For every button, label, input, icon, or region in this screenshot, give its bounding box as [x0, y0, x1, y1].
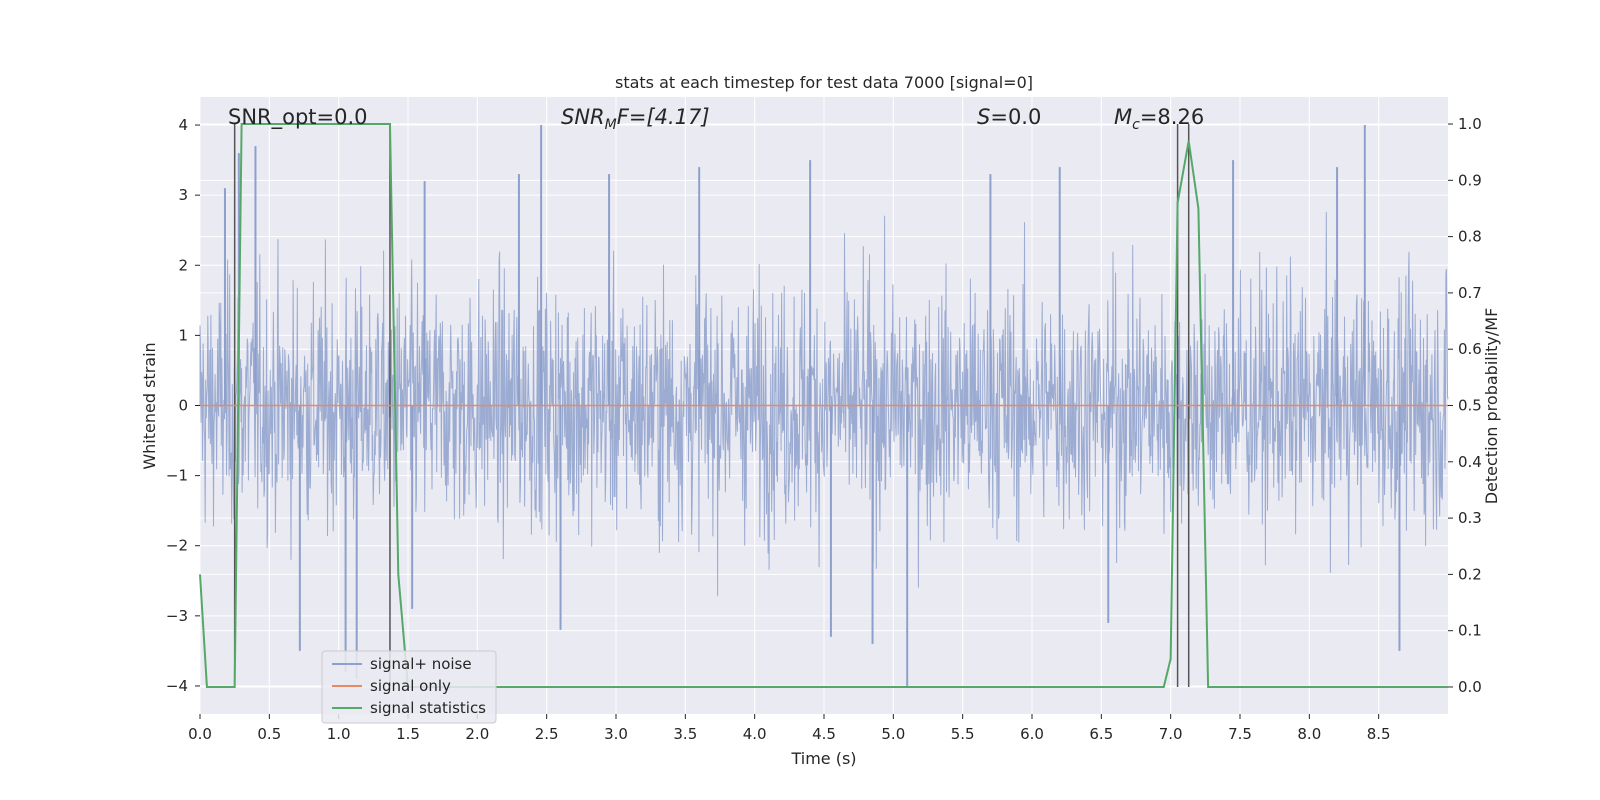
mc-rest: =8.26: [1140, 105, 1204, 129]
y-axis-label: Whitened strain: [140, 342, 159, 469]
x-tick-label-15: 7.5: [1228, 725, 1252, 743]
y-tick-label-7: 3: [178, 186, 188, 204]
x-tick-label-13: 6.5: [1089, 725, 1113, 743]
s-rest: =0.0: [990, 105, 1041, 129]
y2-tick-label-5: 0.5: [1458, 397, 1482, 415]
y-tick-label-5: 1: [178, 326, 188, 344]
y-tick-label-3: −1: [166, 467, 188, 485]
s-label: S: [977, 105, 990, 129]
snr-mf-sub: M: [605, 117, 617, 133]
y-tick-label-2: −2: [166, 537, 188, 555]
legend-label-signal-statistics: signal statistics: [370, 699, 486, 717]
y-tick-label-6: 2: [178, 256, 188, 274]
x-tick-label-16: 8.0: [1297, 725, 1321, 743]
y2-tick-label-1: 0.1: [1458, 622, 1482, 640]
x-tick-label-9: 4.5: [812, 725, 836, 743]
y2-tick-label-3: 0.3: [1458, 509, 1482, 527]
y2-tick-label-10: 1.0: [1458, 115, 1482, 133]
legend: signal+ noise signal only signal statist…: [321, 650, 497, 724]
annotation-snr-opt: SNR_opt=0.0: [228, 105, 368, 130]
y2-tick-label-8: 0.8: [1458, 228, 1482, 246]
x-tick-label-11: 5.5: [951, 725, 975, 743]
legend-label-signal-only: signal only: [370, 677, 451, 695]
noise-series: [199, 125, 1449, 686]
annotation-snr-mf: SNRMF=[4.17]: [561, 105, 710, 133]
legend-box: [321, 650, 497, 724]
x-tick-label-7: 3.5: [673, 725, 697, 743]
mc-base: M: [1114, 105, 1132, 129]
noise-trace: [199, 211, 1449, 597]
y2-tick-label-6: 0.6: [1458, 340, 1482, 358]
snr-mf-rest: F=[4.17]: [617, 105, 710, 129]
x-tick-label-8: 4.0: [743, 725, 767, 743]
mc-sub: c: [1132, 117, 1140, 133]
y-tick-label-1: −3: [166, 607, 188, 625]
x-tick-label-0: 0.0: [188, 725, 212, 743]
annotation-s: S=0.0: [977, 105, 1041, 129]
x-tick-label-4: 2.0: [465, 725, 489, 743]
y-tick-label-4: 0: [178, 397, 188, 415]
y2-tick-label-2: 0.2: [1458, 565, 1482, 583]
y2-axis-label: Detection probability/MF: [1482, 308, 1501, 505]
annotation-mc: Mc=8.26: [1114, 105, 1204, 133]
x-ticks: 0.0 0.5 1.0 1.5 2.0 2.5 3.0 3.5 4.0 4.5 5.0 5.5 6.0 6…: [188, 714, 1391, 743]
series-signal-statistics: [199, 123, 1448, 688]
y-tick-label-0: −4: [166, 677, 188, 695]
x-tick-label-3: 1.5: [396, 725, 420, 743]
x-tick-label-10: 5.0: [881, 725, 905, 743]
x-tick-label-12: 6.0: [1020, 725, 1044, 743]
x-tick-label-17: 8.5: [1367, 725, 1391, 743]
legend-label-signal-noise: signal+ noise: [370, 655, 472, 673]
y2-tick-label-7: 0.7: [1458, 284, 1482, 302]
y2-tick-label-9: 0.9: [1458, 171, 1482, 189]
y-ticks: −4 −3 −2 −1 0 1 2 3 4: [166, 116, 200, 695]
x-tick-label-1: 0.5: [257, 725, 281, 743]
snr-mf-base: SNR: [561, 105, 605, 129]
x-tick-label-2: 1.0: [327, 725, 351, 743]
y2-tick-label-4: 0.4: [1458, 453, 1482, 471]
y-tick-label-8: 4: [178, 116, 188, 134]
chart-title: stats at each timestep for test data 700…: [615, 73, 1033, 92]
x-tick-label-6: 3.0: [604, 725, 628, 743]
x-tick-label-5: 2.5: [535, 725, 559, 743]
x-tick-label-14: 7.0: [1159, 725, 1183, 743]
y2-ticks: 0.0 0.1 0.2 0.3 0.4 0.5 0.6 0.7 0.8 0.9 1.0: [1448, 115, 1482, 696]
y2-tick-label-0: 0.0: [1458, 678, 1482, 696]
x-axis-label: Time (s): [790, 749, 856, 768]
